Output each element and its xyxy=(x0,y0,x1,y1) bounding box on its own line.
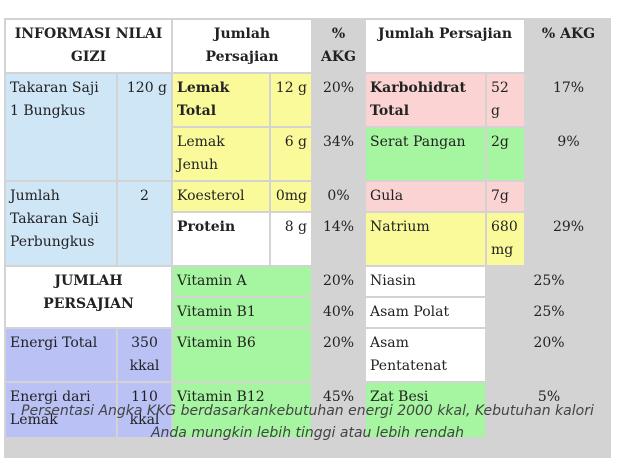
koesterol-akg: 0% xyxy=(313,182,365,211)
jumlah-takaran-label: Jumlah Takaran Saji Perbungkus xyxy=(6,182,116,265)
footnote: Persentasi Angka KKG berdasarkankebutuha… xyxy=(21,403,594,441)
header-akg-2: % AKG xyxy=(526,20,612,72)
natrium-akg: 29% xyxy=(526,213,612,265)
vitamin-b12-akg: 45% xyxy=(313,383,365,437)
karbohidrat-total-akg: 17% xyxy=(526,74,612,126)
asam-pentatenat-name: Asam Pentatenat xyxy=(366,329,486,381)
gula-name: Gula xyxy=(366,182,486,211)
lemak-jenuh-akg: 34% xyxy=(313,128,365,180)
karbohidrat-total-name: Karbohidrat Total xyxy=(366,74,486,126)
vitamin-b1-name: Vitamin B1 xyxy=(173,298,312,327)
nutrition-facts-panel: INFORMASI NILAI GIZI Jumlah Persajian % … xyxy=(4,18,613,458)
koesterol-amount: 0mg xyxy=(271,182,312,211)
header-serving-1: Jumlah Persajian xyxy=(173,20,312,72)
jumlah-takaran-value: 2 xyxy=(118,182,172,265)
lemak-jenuh-amount: 6 g xyxy=(271,128,312,180)
vitamin-b6-name: Vitamin B6 xyxy=(173,329,312,381)
vitamin-a-name: Vitamin A xyxy=(173,267,312,296)
natrium-amount: 680 mg xyxy=(487,213,525,265)
header-info: INFORMASI NILAI GIZI xyxy=(6,20,172,72)
header-serving-2: Jumlah Persajian xyxy=(366,20,525,72)
lemak-total-akg: 20% xyxy=(313,74,365,126)
protein-name: Protein xyxy=(173,213,270,265)
vitamin-b1-akg: 40% xyxy=(313,298,365,327)
gula-akg xyxy=(526,182,612,211)
lemak-total-amount: 12 g xyxy=(271,74,312,126)
serat-pangan-akg: 9% xyxy=(526,128,612,180)
asam-pentatenat-akg: 20% xyxy=(487,329,612,381)
niasin-name: Niasin xyxy=(366,267,486,296)
karbohidrat-total-amount: 52 g xyxy=(487,74,525,126)
lemak-total-name: Lemak Total xyxy=(173,74,270,126)
asam-polat-name: Asam Polat xyxy=(366,298,486,327)
zat-besi-akg: 5% xyxy=(487,383,612,437)
koesterol-name: Koesterol xyxy=(173,182,270,211)
header-akg-1: % AKG xyxy=(313,20,365,72)
lemak-jenuh-name: Lemak Jenuh xyxy=(173,128,270,180)
protein-amount: 8 g xyxy=(271,213,312,265)
serat-pangan-amount: 2g xyxy=(487,128,525,180)
vitamin-b6-akg: 20% xyxy=(313,329,365,381)
jumlah-persajian-heading: JUMLAH PERSAJIAN xyxy=(6,267,172,327)
serat-pangan-name: Serat Pangan xyxy=(366,128,486,180)
nutrition-table: INFORMASI NILAI GIZI Jumlah Persajian % … xyxy=(4,18,613,439)
vitamin-a-akg: 20% xyxy=(313,267,365,296)
energi-total-label: Energi Total xyxy=(6,329,116,381)
niasin-akg: 25% xyxy=(487,267,612,296)
zat-besi-name: Zat Besi xyxy=(366,383,486,437)
energi-lemak-label: Energi dari Lemak xyxy=(6,383,116,437)
energi-total-value: 350 kkal xyxy=(118,329,172,381)
vitamin-b12-name: Vitamin B12 xyxy=(173,383,312,437)
takaran-saji-label: Takaran Saji 1 Bungkus xyxy=(6,74,116,180)
energi-lemak-value: 110 kkal xyxy=(118,383,172,437)
protein-akg: 14% xyxy=(313,213,365,265)
natrium-name: Natrium xyxy=(366,213,486,265)
asam-polat-akg: 25% xyxy=(487,298,612,327)
gula-amount: 7g xyxy=(487,182,525,211)
takaran-saji-value: 120 g xyxy=(118,74,172,180)
